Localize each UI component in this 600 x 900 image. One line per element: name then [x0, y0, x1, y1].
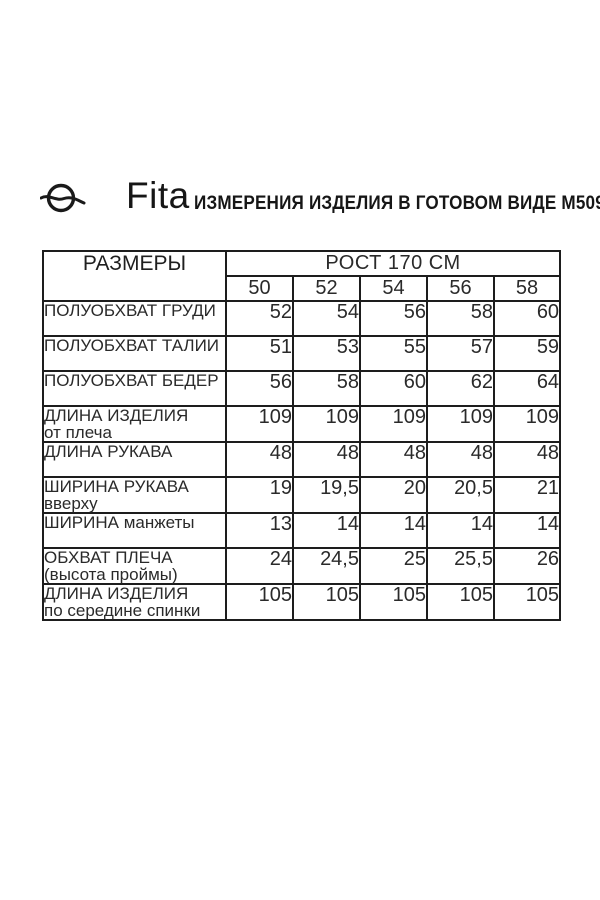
cell-value: 109	[492, 405, 562, 443]
size-header: 56	[426, 275, 495, 302]
cell-value: 62	[426, 370, 495, 407]
cell-value: 59	[492, 335, 562, 372]
cell-value: 14	[359, 512, 428, 549]
cell-value: 105	[225, 583, 294, 621]
cell-value: 14	[292, 512, 361, 549]
header: Fita ИЗМЕРЕНИЯ ИЗДЕЛИЯ В ГОТОВОМ ВИДЕ М5…	[40, 172, 600, 224]
cell-value: 54	[292, 300, 361, 337]
cell-value: 53	[292, 335, 361, 372]
table-header-row-group: РАЗМЕРЫ РОСТ 170 СМ	[42, 250, 562, 302]
row-label: ПОЛУОБХВАТ ГРУДИ	[44, 301, 216, 320]
table-row: ШИРИНА манжеты 13 14 14 14 14	[42, 512, 562, 549]
row-label: ПОЛУОБХВАТ ТАЛИИ	[44, 336, 220, 355]
cell-value: 57	[426, 335, 495, 372]
table-row: ОБХВАТ ПЛЕЧА (высота проймы) 24 24,5 25 …	[42, 547, 562, 585]
row-label: ДЛИНА ИЗДЕЛИЯ	[44, 584, 189, 603]
cell-value: 20,5	[426, 476, 495, 514]
table-row: ДЛИНА РУКАВА 48 48 48 48 48	[42, 441, 562, 478]
cell-value: 25,5	[426, 547, 495, 585]
row-label: ШИРИНА РУКАВА	[44, 477, 189, 496]
cell-value: 19,5	[292, 476, 361, 514]
page-title: ИЗМЕРЕНИЯ ИЗДЕЛИЯ В ГОТОВОМ ВИДЕ М5091	[194, 193, 600, 214]
cell-value: 14	[492, 512, 562, 549]
cell-value: 60	[359, 370, 428, 407]
cell-value: 56	[359, 300, 428, 337]
size-header: 54	[359, 275, 428, 302]
size-header: 50	[225, 275, 294, 302]
cell-value: 60	[492, 300, 562, 337]
cell-value: 48	[426, 441, 495, 478]
cell-value: 24	[225, 547, 294, 585]
row-label: ПОЛУОБХВАТ БЕДЕР	[44, 371, 219, 390]
table-row: ДЛИНА ИЗДЕЛИЯ от плеча 109 109 109 109 1…	[42, 405, 562, 443]
cell-value: 19	[225, 476, 294, 514]
corner-header: РАЗМЕРЫ	[42, 250, 227, 302]
group-header: РОСТ 170 СМ	[224, 250, 562, 277]
cell-value: 105	[426, 583, 495, 621]
cell-value: 13	[225, 512, 294, 549]
size-table: РАЗМЕРЫ РОСТ 170 СМ 50 52 54 56 58 ПОЛУО…	[42, 250, 562, 621]
cell-value: 58	[292, 370, 361, 407]
cell-value: 105	[292, 583, 361, 621]
brand-circle-wave-icon	[40, 183, 86, 213]
cell-value: 109	[426, 405, 495, 443]
brand-name: Fita	[126, 175, 190, 216]
cell-value: 55	[359, 335, 428, 372]
cell-value: 64	[492, 370, 562, 407]
row-sublabel: от плеча	[44, 423, 112, 442]
cell-value: 51	[225, 335, 294, 372]
cell-value: 56	[225, 370, 294, 407]
table-row: ПОЛУОБХВАТ БЕДЕР 56 58 60 62 64	[42, 370, 562, 407]
cell-value: 109	[359, 405, 428, 443]
table-header-row-sizes: 50 52 54 56 58	[43, 275, 562, 302]
table-row: ПОЛУОБХВАТ ГРУДИ 52 54 56 58 60	[42, 300, 562, 337]
cell-value: 109	[225, 405, 294, 443]
cell-value: 25	[359, 547, 428, 585]
cell-value: 26	[492, 547, 562, 585]
cell-value: 58	[426, 300, 495, 337]
cell-value: 14	[426, 512, 495, 549]
cell-value: 20	[359, 476, 428, 514]
row-sublabel: (высота проймы)	[44, 565, 178, 584]
row-sublabel: вверху	[44, 494, 98, 513]
cell-value: 48	[225, 441, 294, 478]
cell-value: 48	[359, 441, 428, 478]
cell-value: 105	[359, 583, 428, 621]
row-sublabel: по середине спинки	[44, 601, 201, 620]
size-header: 58	[492, 275, 562, 302]
row-label: ДЛИНА РУКАВА	[44, 442, 173, 461]
row-label: ШИРИНА манжеты	[44, 513, 195, 532]
cell-value: 21	[492, 476, 562, 514]
size-header: 52	[292, 275, 361, 302]
row-label: ДЛИНА ИЗДЕЛИЯ	[44, 406, 189, 425]
cell-value: 52	[225, 300, 294, 337]
row-label: ОБХВАТ ПЛЕЧА	[44, 548, 173, 567]
table-row: ШИРИНА РУКАВА вверху 19 19,5 20 20,5 21	[42, 476, 562, 514]
table-row: ПОЛУОБХВАТ ТАЛИИ 51 53 55 57 59	[42, 335, 562, 372]
cell-value: 109	[292, 405, 361, 443]
table-row: ДЛИНА ИЗДЕЛИЯ по середине спинки 105 105…	[42, 583, 562, 621]
cell-value: 24,5	[292, 547, 361, 585]
cell-value: 105	[492, 583, 562, 621]
cell-value: 48	[292, 441, 361, 478]
cell-value: 48	[492, 441, 562, 478]
